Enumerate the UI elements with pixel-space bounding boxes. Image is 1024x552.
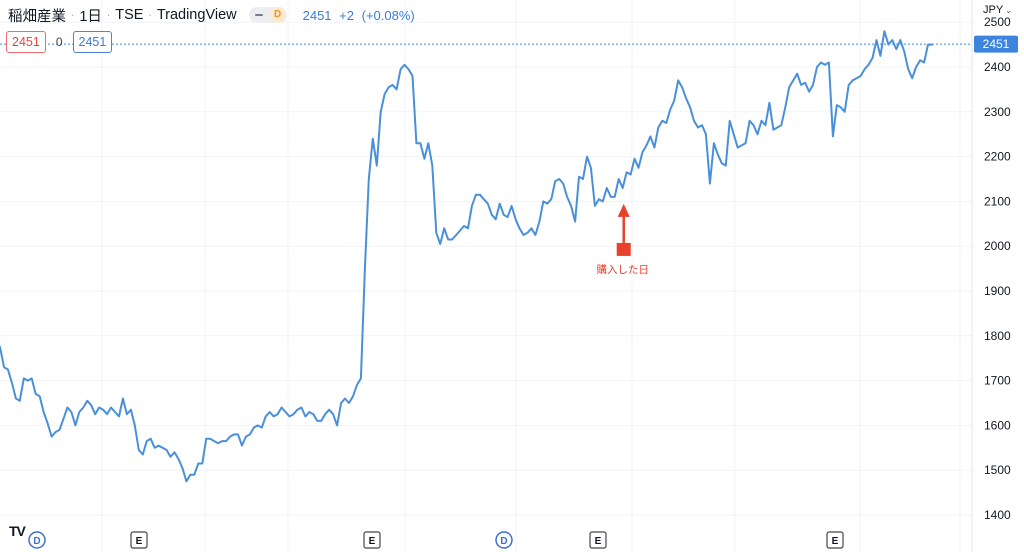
price-tick-label: 1400 xyxy=(984,508,1011,522)
earnings-marker-shape xyxy=(826,531,844,549)
source-label: TradingView xyxy=(156,7,237,23)
price-tick-label: 1800 xyxy=(984,329,1011,343)
last-price: 2451 xyxy=(302,7,332,23)
current-price-label: 2451 xyxy=(974,35,1018,53)
price-line-series xyxy=(0,30,933,483)
earnings-marker[interactable]: E xyxy=(363,531,381,549)
chart-legend: 稲畑産業 · 1日 · TSE · TradingView D 2451 +2 … xyxy=(8,5,419,25)
separator-dot: · xyxy=(148,9,152,21)
separator-dot: · xyxy=(106,9,111,21)
collapse-icon xyxy=(254,14,263,16)
price-tick-label: 2400 xyxy=(984,60,1011,74)
earnings-marker[interactable]: E xyxy=(589,531,607,549)
sell-price-box[interactable]: 2451 xyxy=(6,31,46,53)
interval-label[interactable]: 1日 xyxy=(79,8,102,25)
earnings-marker[interactable]: E xyxy=(130,531,148,549)
price-tick-label: 2500 xyxy=(984,15,1011,29)
vertical-grid xyxy=(101,0,961,552)
purchase-label: 購入した日 xyxy=(596,263,649,276)
tradingview-logo-icon[interactable]: TV xyxy=(9,523,26,539)
price-tick-label: 2200 xyxy=(984,150,1011,164)
purchase-marker-square xyxy=(616,242,631,256)
exchange-label: TSE xyxy=(115,7,144,23)
purchase-arrow-head xyxy=(617,203,630,217)
price-tick-label: 2000 xyxy=(984,239,1011,253)
event-marker-label: E xyxy=(369,536,376,547)
currency-label: JPY xyxy=(983,4,1004,16)
buy-price-box[interactable]: 2451 xyxy=(72,31,113,53)
delayed-data-badge[interactable]: D xyxy=(269,7,286,23)
price-axis-ticks: 1400 1500 1600 1700 1800 1900 2000 2100 2200 2300… xyxy=(984,15,1011,522)
event-marker-label: D xyxy=(33,536,40,547)
currency-selector[interactable]: JPY ⌄ xyxy=(983,4,1012,16)
dividend-marker-shape xyxy=(28,531,46,549)
earnings-marker-shape xyxy=(363,531,381,549)
price-info: 2451 +2 (+0.08%) xyxy=(303,8,419,23)
event-marker-label: E xyxy=(595,536,602,547)
chevron-down-icon: ⌄ xyxy=(1005,6,1012,15)
price-tick-label: 1600 xyxy=(984,418,1011,432)
bid-ask-row: 2451 0 2451 xyxy=(6,31,113,53)
legend-toggle[interactable]: D xyxy=(248,7,287,23)
price-tick-label: 1700 xyxy=(984,374,1011,388)
purchase-annotation: 購入した日 xyxy=(596,203,649,276)
earnings-marker-shape xyxy=(589,531,607,549)
separator-dot: · xyxy=(71,9,75,21)
current-price-label-text: 2451 xyxy=(983,37,1010,51)
price-tick-label: 1900 xyxy=(984,284,1011,298)
event-marker-label: E xyxy=(136,536,143,547)
dividend-marker-shape xyxy=(495,531,513,549)
price-tick-label: 1500 xyxy=(984,463,1011,477)
spread-value: 0 xyxy=(55,35,63,49)
earnings-marker[interactable]: E xyxy=(826,531,844,549)
price-tick-label: 2100 xyxy=(984,194,1011,208)
price-change-percent: (+0.08%) xyxy=(361,7,415,23)
price-change: +2 xyxy=(339,7,354,23)
earnings-marker-shape xyxy=(130,531,148,549)
dividend-marker[interactable]: D xyxy=(495,531,513,549)
price-tick-label: 2300 xyxy=(984,105,1011,119)
event-marker-label: D xyxy=(500,536,507,547)
event-marker-label: E xyxy=(832,536,839,547)
symbol-name[interactable]: 稲畑産業 xyxy=(8,8,66,25)
dividend-marker[interactable]: D xyxy=(28,531,46,549)
